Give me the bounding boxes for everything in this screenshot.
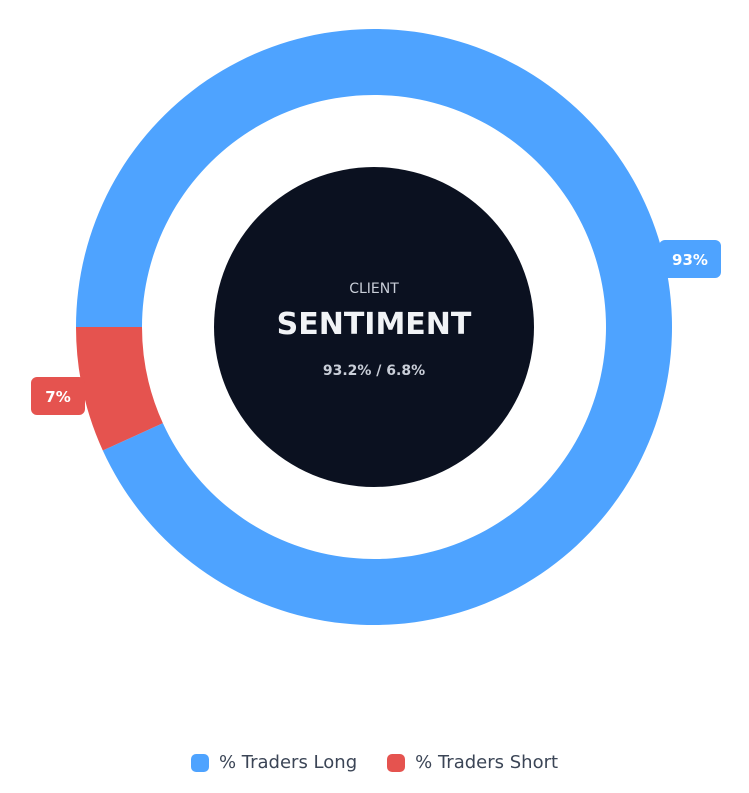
center-label-small: CLIENT [349,281,399,297]
center-label-sub: 93.2% / 6.8% [323,363,425,379]
donut-chart: CLIENT SENTIMENT 93.2% / 6.8% 93% 7% [31,28,721,625]
data-labels: 93% 7% [31,240,721,415]
data-label-short: 7% [31,377,85,415]
data-label-long: 93% [659,240,721,278]
slice-traders-short[interactable] [76,327,163,451]
legend-swatch-short [387,753,406,772]
data-label-text: 7% [45,388,70,406]
legend-swatch-long [190,753,209,772]
center-disc [214,167,534,487]
legend-label-short: % Traders Short [415,752,559,773]
data-label-text: 93% [672,251,708,269]
center-label-big: SENTIMENT [277,307,472,342]
data-label-box [31,377,85,415]
legend-item-long[interactable]: % Traders Long [190,752,358,773]
legend-label-long: % Traders Long [218,752,358,773]
legend-item-short[interactable]: % Traders Short [387,752,558,773]
data-label-box [659,240,721,278]
legend: % Traders Long % Traders Short [0,752,749,773]
